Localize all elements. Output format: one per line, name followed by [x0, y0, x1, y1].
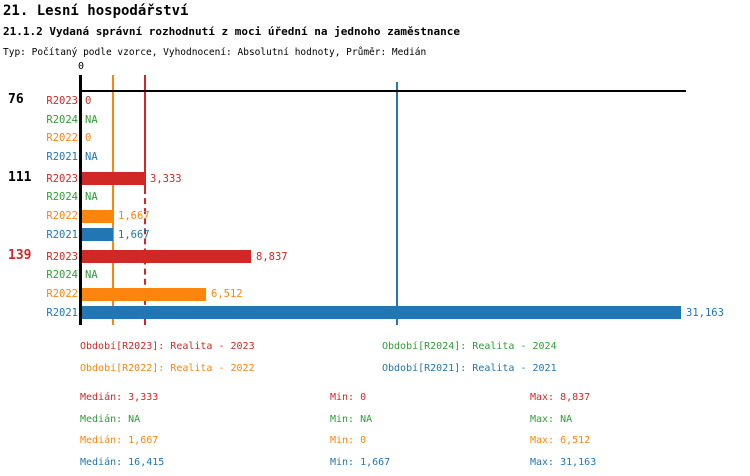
x-axis-origin-tick-label: 0	[77, 61, 85, 72]
stat-max-r2022: Max: 6,512	[530, 435, 591, 446]
bar-value-label: 8,837	[256, 250, 288, 263]
bar-R2022	[81, 209, 113, 223]
series-row-label: R2023	[46, 95, 78, 108]
y-axis-line	[79, 75, 82, 325]
bar-R2021	[81, 228, 113, 242]
stat-max-r2021: Max: 31,163	[530, 457, 597, 468]
bar-value-label: NA	[85, 191, 98, 204]
page-title: 21. Lesní hospodářství	[3, 3, 189, 19]
legend-item-r2021: Období[R2021]: Realita - 2021	[382, 363, 557, 374]
bar-value-label: 6,512	[211, 288, 243, 300]
stat-min-r2024: Min: NA	[330, 414, 373, 425]
bar-value-label: 1,667	[118, 228, 150, 241]
bar-value-label: 0	[85, 132, 92, 145]
bar-R2023	[81, 172, 145, 186]
bar-value-label: 0	[85, 95, 92, 108]
x-axis-line	[80, 90, 686, 92]
series-row-label: R2023	[46, 250, 78, 263]
stat-max-r2023: Max: 8,837	[530, 392, 591, 403]
bar-R2022	[81, 287, 206, 301]
stat-max-r2024: Max: NA	[530, 414, 573, 425]
stat-min-r2022: Min: 0	[330, 435, 367, 446]
median-line-R2021	[396, 82, 398, 325]
bar-R2023	[81, 250, 251, 264]
series-row-label: R2021	[46, 306, 78, 319]
stat-min-r2021: Min: 1,667	[330, 457, 391, 468]
bar-value-label: 31,163	[686, 306, 724, 319]
stat-median-r2023: Medián: 3,333	[80, 392, 159, 403]
chart-subtitle: Typ: Počítaný podle vzorce, Vyhodnocení:…	[3, 47, 427, 58]
median-line-R2023	[144, 75, 146, 188]
stat-median-r2022: Medián: 1,667	[80, 435, 159, 446]
series-row-label: R2021	[46, 228, 78, 241]
legend-item-r2023: Období[R2023]: Realita - 2023	[80, 341, 255, 352]
series-row-label: R2021	[46, 150, 78, 163]
bar-value-label: 1,667	[118, 210, 150, 222]
series-row-label: R2023	[46, 172, 78, 185]
group-count-label: 76	[8, 92, 24, 108]
legend-item-r2024: Období[R2024]: Realita - 2024	[382, 341, 557, 352]
stat-median-r2021: Medián: 16,415	[80, 457, 165, 468]
group-count-label: 111	[8, 169, 32, 185]
bar-value-label: NA	[85, 150, 98, 163]
bar-value-label: 3,333	[150, 172, 182, 185]
series-row-label: R2024	[46, 191, 78, 204]
series-row-label: R2024	[46, 113, 78, 126]
stat-median-r2024: Medián: NA	[80, 414, 141, 425]
series-row-label: R2024	[46, 269, 78, 282]
bar-value-label: NA	[85, 113, 98, 126]
legend-item-r2022: Období[R2022]: Realita - 2022	[80, 363, 255, 374]
bar-value-label: NA	[85, 269, 98, 282]
series-row-label: R2022	[46, 288, 78, 300]
median-line-R2022	[112, 75, 114, 325]
group-count-label: 139	[8, 247, 32, 263]
chart-title: 21.1.2 Vydaná správní rozhodnutí z moci …	[3, 25, 460, 38]
series-row-label: R2022	[46, 210, 78, 222]
bar-R2021	[81, 306, 681, 320]
series-row-label: R2022	[46, 132, 78, 145]
stat-min-r2023: Min: 0	[330, 392, 367, 403]
